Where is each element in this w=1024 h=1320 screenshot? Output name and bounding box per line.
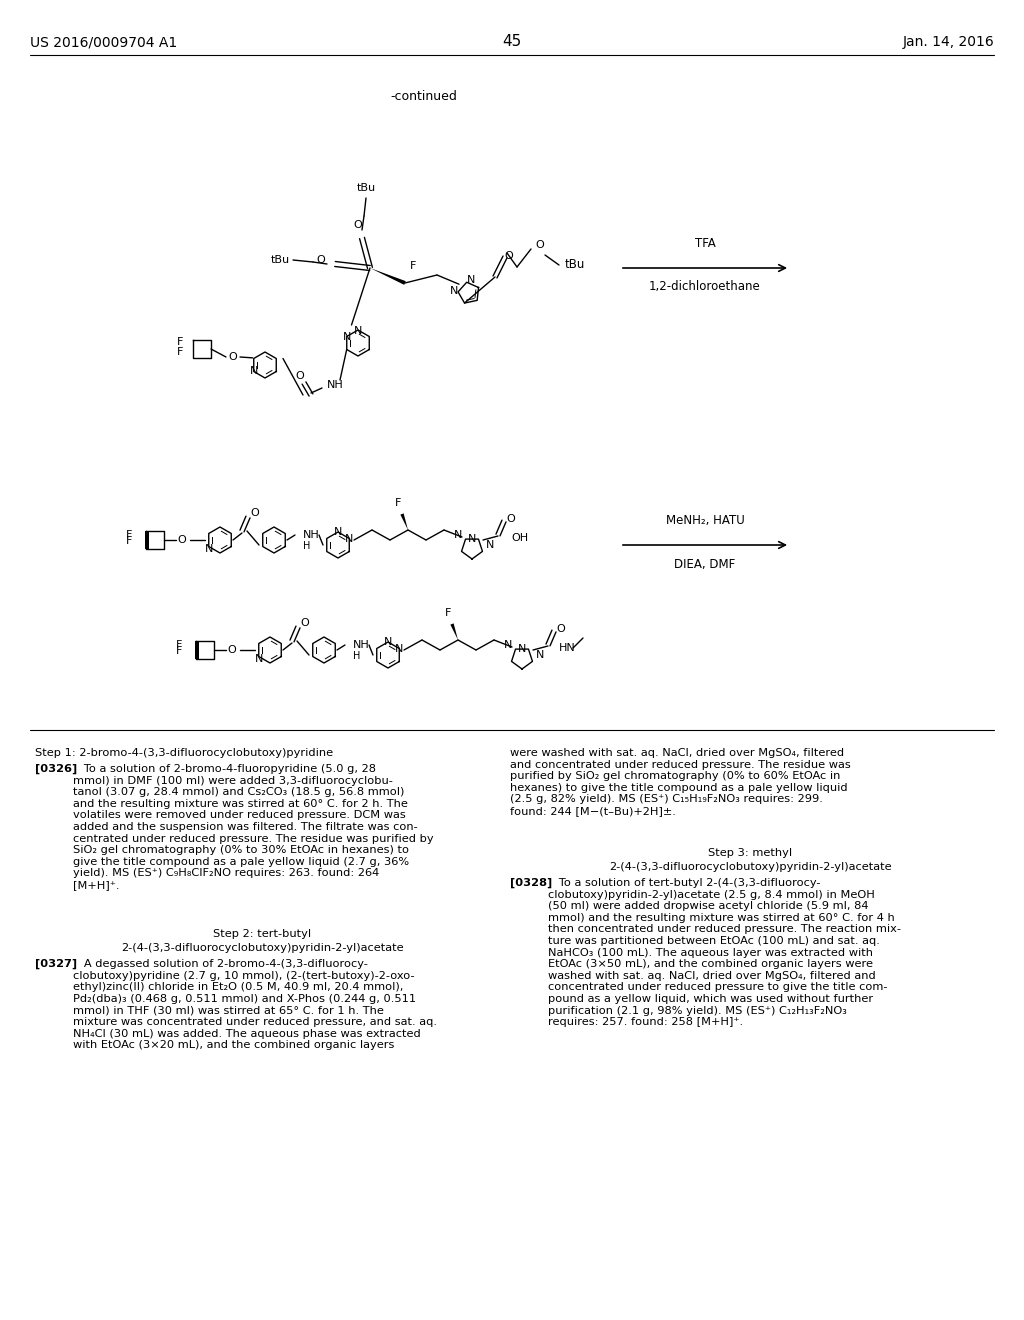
Text: F: F bbox=[126, 536, 132, 546]
Text: F: F bbox=[176, 337, 183, 347]
Text: O: O bbox=[296, 371, 304, 381]
Text: O: O bbox=[250, 508, 259, 517]
Text: O: O bbox=[506, 513, 515, 524]
Text: F: F bbox=[126, 531, 132, 540]
Text: N: N bbox=[536, 649, 545, 660]
Polygon shape bbox=[195, 642, 199, 659]
Polygon shape bbox=[145, 531, 150, 549]
Text: N: N bbox=[486, 540, 495, 550]
Text: O: O bbox=[177, 535, 186, 545]
Text: O: O bbox=[353, 220, 362, 230]
Text: H: H bbox=[353, 651, 360, 661]
Text: F: F bbox=[444, 609, 452, 618]
Text: DIEA, DMF: DIEA, DMF bbox=[675, 558, 735, 572]
Text: N: N bbox=[345, 533, 353, 544]
Text: N: N bbox=[467, 275, 475, 285]
Text: Step 1: 2-bromo-4-(3,3-difluorocyclobutoxy)pyridine: Step 1: 2-bromo-4-(3,3-difluorocyclobuto… bbox=[35, 748, 333, 758]
Polygon shape bbox=[370, 268, 406, 285]
Text: F: F bbox=[176, 645, 182, 656]
Text: HN: HN bbox=[559, 643, 575, 653]
Text: OH: OH bbox=[511, 533, 528, 543]
Text: [0326]: [0326] bbox=[35, 764, 77, 775]
Text: N: N bbox=[343, 333, 351, 342]
Text: O: O bbox=[505, 251, 513, 261]
Text: tBu: tBu bbox=[565, 259, 586, 272]
Polygon shape bbox=[400, 513, 408, 531]
Text: To a solution of 2-bromo-4-fluoropyridine (5.0 g, 28
mmol) in DMF (100 ml) were : To a solution of 2-bromo-4-fluoropyridin… bbox=[73, 764, 433, 890]
Text: N: N bbox=[255, 653, 263, 664]
Text: Step 3: methyl: Step 3: methyl bbox=[708, 847, 792, 858]
Text: N: N bbox=[518, 644, 526, 653]
Text: TFA: TFA bbox=[694, 238, 716, 249]
Text: -continued: -continued bbox=[390, 90, 457, 103]
Text: MeNH₂, HATU: MeNH₂, HATU bbox=[666, 513, 744, 527]
Text: N: N bbox=[468, 535, 476, 544]
Text: A degassed solution of 2-bromo-4-(3,3-difluorocy-
clobutoxy)pyridine (2.7 g, 10 : A degassed solution of 2-bromo-4-(3,3-di… bbox=[73, 960, 437, 1051]
Text: F: F bbox=[410, 261, 417, 271]
Text: N: N bbox=[395, 644, 403, 653]
Text: 45: 45 bbox=[503, 34, 521, 49]
Text: N: N bbox=[450, 286, 458, 296]
Text: O: O bbox=[228, 352, 238, 362]
Polygon shape bbox=[451, 623, 458, 640]
Text: US 2016/0009704 A1: US 2016/0009704 A1 bbox=[30, 36, 177, 49]
Text: [0327]: [0327] bbox=[35, 960, 77, 969]
Text: [0328]: [0328] bbox=[510, 878, 552, 888]
Text: Step 2: tert-butyl: Step 2: tert-butyl bbox=[213, 929, 311, 939]
Text: 1,2-dichloroethane: 1,2-dichloroethane bbox=[649, 280, 761, 293]
Text: N: N bbox=[205, 544, 213, 553]
Text: O: O bbox=[316, 255, 325, 265]
Text: N: N bbox=[384, 638, 392, 647]
Text: N: N bbox=[454, 531, 462, 540]
Text: Jan. 14, 2016: Jan. 14, 2016 bbox=[902, 36, 994, 49]
Text: NH: NH bbox=[327, 380, 343, 389]
Text: NH: NH bbox=[303, 531, 319, 540]
Text: 2-(4-(3,3-difluorocyclobutoxy)pyridin-2-yl)acetate: 2-(4-(3,3-difluorocyclobutoxy)pyridin-2-… bbox=[608, 862, 891, 873]
Text: tBu: tBu bbox=[271, 255, 290, 265]
Text: N: N bbox=[354, 326, 362, 337]
Text: 2-(4-(3,3-difluorocyclobutoxy)pyridin-2-yl)acetate: 2-(4-(3,3-difluorocyclobutoxy)pyridin-2-… bbox=[121, 942, 403, 953]
Text: N: N bbox=[504, 640, 512, 649]
Text: F: F bbox=[395, 498, 401, 508]
Text: O: O bbox=[556, 624, 565, 634]
Text: were washed with sat. aq. NaCl, dried over MgSO₄, filtered
and concentrated unde: were washed with sat. aq. NaCl, dried ov… bbox=[510, 748, 851, 816]
Text: O: O bbox=[300, 618, 309, 628]
Text: NH: NH bbox=[353, 640, 370, 649]
Text: O: O bbox=[227, 645, 237, 655]
Text: F: F bbox=[176, 347, 183, 356]
Text: H: H bbox=[303, 541, 310, 550]
Text: To a solution of tert-butyl 2-(4-(3,3-difluorocy-
clobutoxy)pyridin-2-yl)acetate: To a solution of tert-butyl 2-(4-(3,3-di… bbox=[548, 878, 901, 1027]
Text: tBu: tBu bbox=[356, 183, 376, 193]
Text: N: N bbox=[250, 367, 258, 376]
Text: O: O bbox=[535, 240, 544, 249]
Text: F: F bbox=[176, 640, 182, 649]
Text: N: N bbox=[334, 527, 342, 537]
